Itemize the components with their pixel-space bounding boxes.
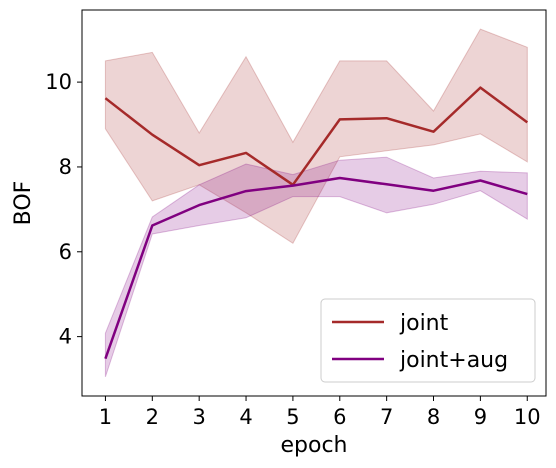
x-axis-label: epoch: [281, 433, 348, 458]
confidence-bands: [104, 28, 528, 378]
band-joint-aug: [104, 156, 528, 378]
y-axis: 4 6 8 10: [45, 70, 82, 349]
y-axis-label: BOF: [11, 181, 36, 226]
x-tick-label-7: 7: [380, 405, 393, 429]
y-tick-label-4: 4: [59, 325, 72, 349]
x-tick-label-9: 9: [474, 405, 487, 429]
x-tick-label-5: 5: [286, 405, 299, 429]
line-joint: [104, 86, 529, 187]
x-tick-label-10: 10: [514, 405, 541, 429]
y-tick-label-10: 10: [45, 70, 72, 94]
series-lines: [104, 86, 529, 360]
x-tick-label-1: 1: [99, 405, 112, 429]
x-tick-label-3: 3: [192, 405, 205, 429]
y-tick-label-8: 8: [59, 155, 72, 179]
x-tick-label-2: 2: [146, 405, 159, 429]
x-tick-label-8: 8: [427, 405, 440, 429]
legend-label-joint-aug: joint+aug: [399, 348, 508, 373]
legend-box: [320, 298, 536, 383]
y-tick-label-6: 6: [59, 240, 72, 264]
plot-frame: [81, 9, 547, 397]
x-axis: 1 2 3 4 5 6 7 8 9 10: [99, 396, 541, 429]
x-tick-label-6: 6: [333, 405, 346, 429]
line-joint-aug: [104, 176, 528, 360]
legend: joint joint+aug: [320, 298, 536, 383]
x-tick-label-4: 4: [239, 405, 252, 429]
legend-label-joint: joint: [399, 311, 449, 336]
band-joint: [104, 28, 528, 245]
